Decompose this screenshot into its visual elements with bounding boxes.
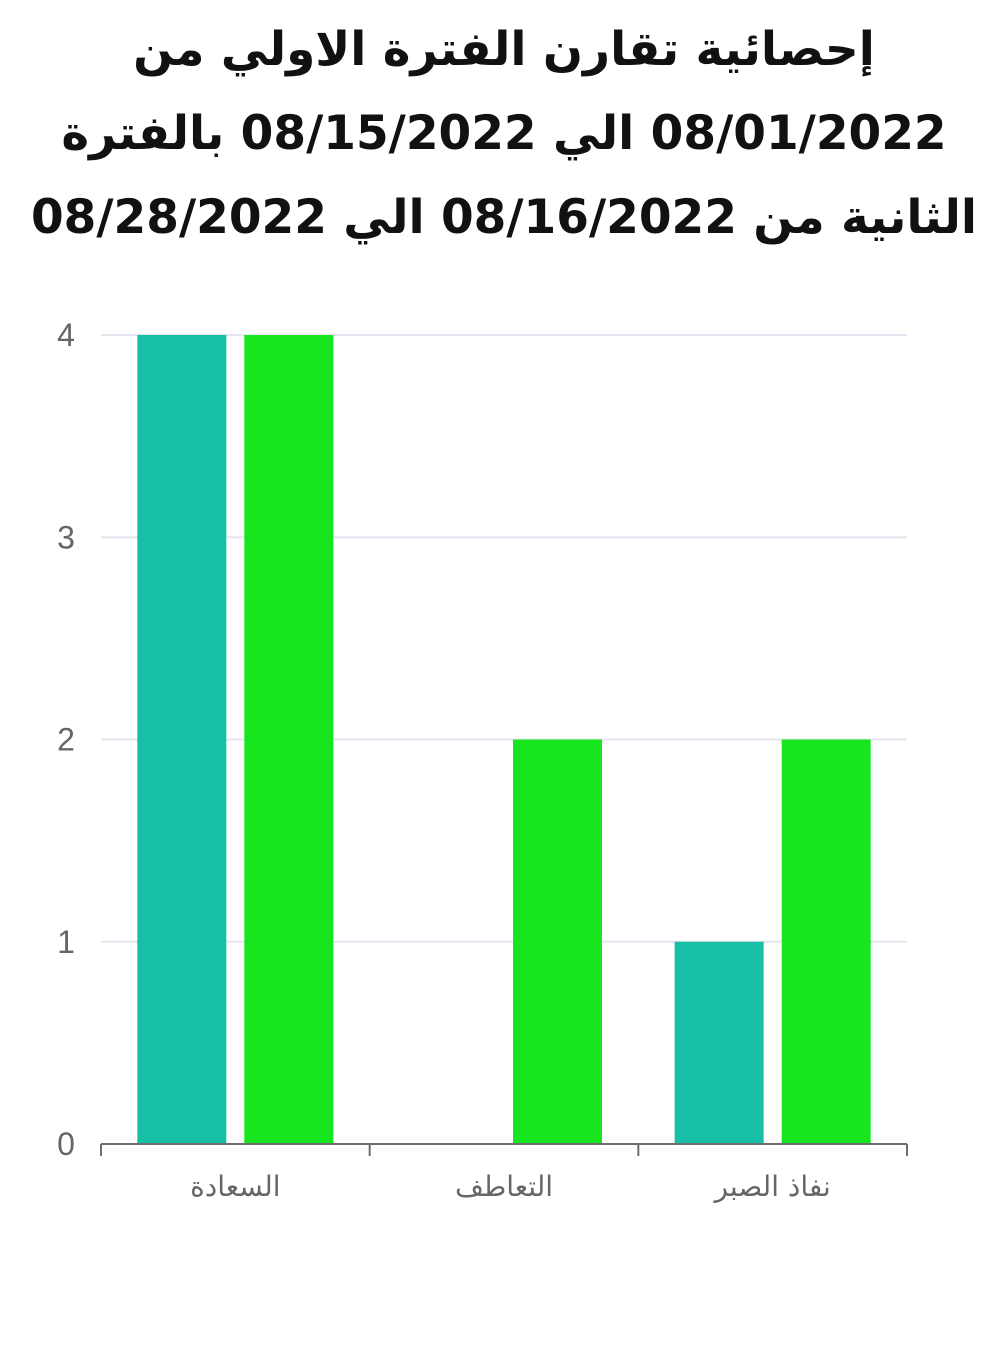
x-tick-label: التعاطف — [455, 1170, 553, 1203]
y-tick-label: 2 — [57, 722, 75, 758]
bar — [513, 739, 602, 1144]
y-tick-label: 1 — [57, 924, 75, 960]
x-axis-labels: السعادة التعاطف نفاذ الصبر — [190, 1170, 831, 1203]
gridlines — [101, 334, 907, 943]
x-tick-label: السعادة — [190, 1170, 280, 1203]
x-axis — [100, 1143, 908, 1156]
bar — [244, 335, 334, 1144]
bar — [674, 941, 764, 1144]
bar — [781, 739, 871, 1144]
bars — [137, 335, 871, 1144]
y-tick-label: 0 — [57, 1126, 75, 1162]
y-tick-label: 4 — [57, 317, 75, 353]
y-axis-ticks: 0 1 2 3 4 — [57, 317, 75, 1162]
x-tick-label: نفاذ الصبر — [712, 1170, 830, 1203]
y-tick-label: 3 — [57, 519, 75, 555]
bar — [137, 335, 227, 1144]
chart-title: إحصائية تقارن الفترة الاولي من 08/01/202… — [30, 22, 977, 245]
